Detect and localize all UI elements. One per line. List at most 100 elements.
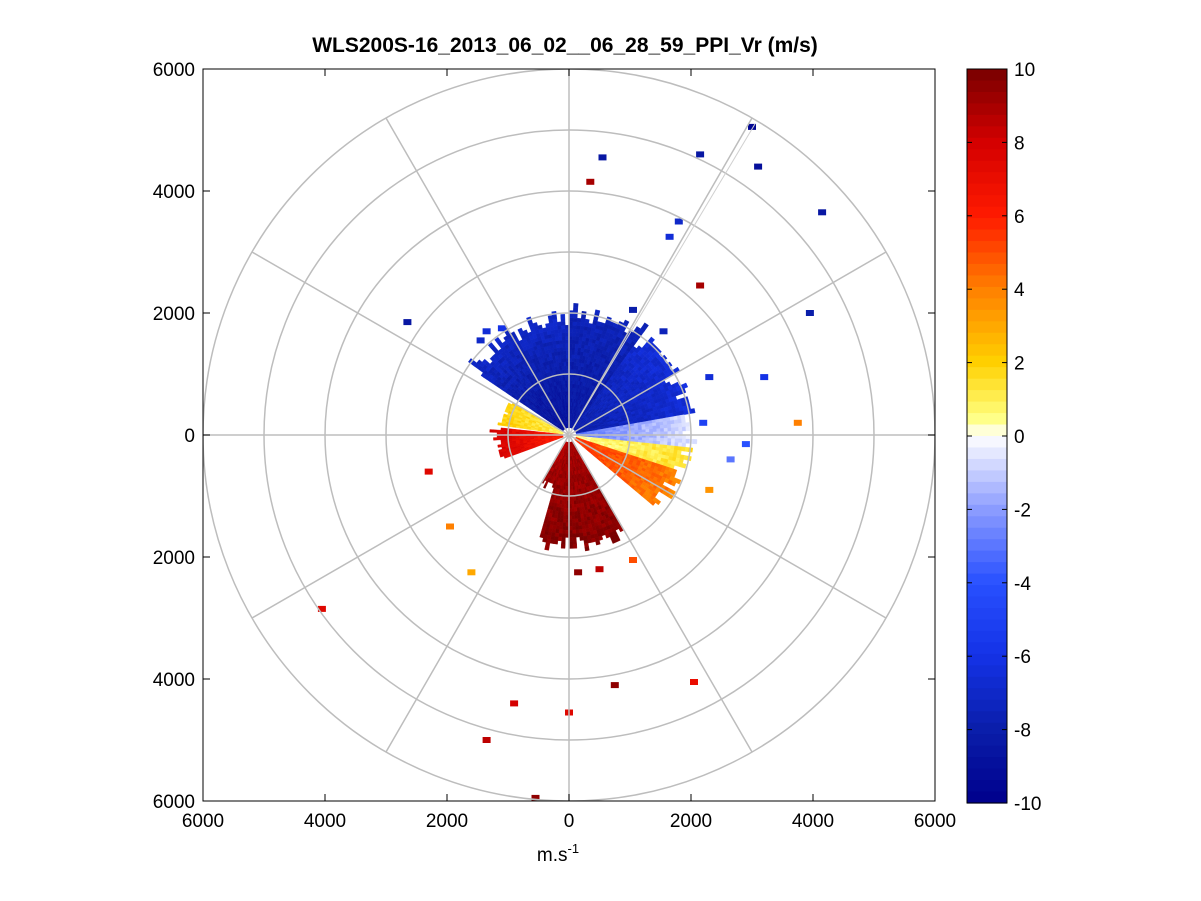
colorbar-band xyxy=(967,504,1007,517)
data-cell xyxy=(572,321,578,326)
colorbar-tick-label: -6 xyxy=(1014,647,1031,668)
y-tick-label: 2000 xyxy=(153,304,195,325)
data-cell xyxy=(562,343,567,348)
data-cell xyxy=(572,529,577,535)
data-cell xyxy=(562,350,567,355)
data-cell xyxy=(551,483,556,489)
data-point xyxy=(793,419,802,426)
chart-title: WLS200S-16_2013_06_02__06_28_59_PPI_Vr (… xyxy=(312,34,818,57)
data-cell xyxy=(561,540,566,545)
data-cell xyxy=(564,379,568,385)
data-cell xyxy=(652,437,658,442)
data-cell xyxy=(656,437,661,442)
data-cell xyxy=(667,441,672,446)
data-cell xyxy=(570,482,573,487)
colorbar-tick-label: 2 xyxy=(1014,354,1025,375)
azimuth-marker xyxy=(568,123,756,436)
data-cell xyxy=(575,339,580,345)
data-cell xyxy=(563,511,567,516)
colorbar-band xyxy=(967,69,1007,82)
data-cell xyxy=(571,354,575,359)
colorbar-band xyxy=(967,470,1007,483)
colorbar-band xyxy=(967,149,1007,162)
data-cell xyxy=(494,337,501,343)
colorbar-tick-label: 10 xyxy=(1014,60,1035,81)
data-cell xyxy=(561,536,566,542)
data-cell xyxy=(685,438,690,444)
data-cell xyxy=(496,429,502,433)
data-cell xyxy=(518,436,524,439)
data-cell xyxy=(571,504,575,509)
data-cell xyxy=(556,321,562,327)
colorbar-band xyxy=(967,527,1007,540)
data-cell xyxy=(558,529,563,534)
data-cell xyxy=(575,533,580,538)
data-cell xyxy=(670,441,676,447)
colorbar-band xyxy=(967,332,1007,345)
colorbar-band xyxy=(967,413,1007,426)
colorbar-band xyxy=(967,378,1007,391)
x-axis-label-superscript: -1 xyxy=(568,841,580,856)
data-cell xyxy=(650,500,656,506)
colorbar-band xyxy=(967,390,1007,403)
data-cell xyxy=(638,429,643,433)
colorbar-band xyxy=(967,608,1007,621)
data-point xyxy=(467,569,476,576)
colorbar-band xyxy=(967,550,1007,563)
data-cell xyxy=(677,442,683,448)
data-cell xyxy=(675,478,682,485)
colorbar-band xyxy=(967,711,1007,724)
colorbar-band xyxy=(967,665,1007,678)
data-cell xyxy=(562,522,567,527)
data-cell xyxy=(564,376,568,381)
sector-south-east xyxy=(574,437,682,506)
data-cell xyxy=(559,343,564,348)
x-tick-label: 6000 xyxy=(182,811,224,832)
data-cell xyxy=(572,533,577,538)
colorbar-band xyxy=(967,699,1007,712)
data-cell xyxy=(572,544,578,549)
colorbar-band xyxy=(967,516,1007,529)
y-tick-label: 4000 xyxy=(153,182,195,203)
data-cell xyxy=(634,429,639,433)
data-cell xyxy=(574,514,579,520)
data-cell xyxy=(623,319,630,326)
colorbar-band xyxy=(967,573,1007,586)
data-point xyxy=(629,306,637,313)
colorbar-band xyxy=(967,309,1007,322)
data-point xyxy=(818,209,827,216)
data-cell xyxy=(574,522,579,527)
data-cell xyxy=(561,533,566,538)
data-cell xyxy=(584,546,590,552)
colorbar-band xyxy=(967,80,1007,93)
data-cell xyxy=(537,324,543,330)
colorbar-band xyxy=(967,630,1007,644)
colorbar-tick-label: 8 xyxy=(1014,133,1025,154)
data-cell xyxy=(659,441,665,446)
colorbar-band xyxy=(967,367,1007,380)
x-axis-label: m.s-1 xyxy=(537,841,579,866)
spoke xyxy=(385,434,570,753)
colorbar-band xyxy=(967,539,1007,552)
data-cell xyxy=(522,329,529,335)
data-point xyxy=(699,419,708,426)
colorbar-band xyxy=(967,91,1007,105)
data-cell xyxy=(518,429,524,433)
data-cell xyxy=(558,332,563,337)
data-point xyxy=(659,328,668,335)
data-point xyxy=(705,374,714,381)
data-point xyxy=(598,154,607,161)
colorbar-band xyxy=(967,355,1007,368)
data-cell xyxy=(554,336,560,342)
colorbar-band xyxy=(967,241,1007,254)
data-cell xyxy=(579,536,585,541)
spoke xyxy=(568,117,753,436)
data-cell xyxy=(544,432,549,434)
data-point xyxy=(317,605,326,612)
colorbar-band xyxy=(967,585,1007,598)
colorbar-band xyxy=(967,619,1007,632)
data-cell xyxy=(641,429,647,433)
data-cell xyxy=(543,484,547,489)
data-point xyxy=(531,794,540,801)
data-cell xyxy=(542,537,548,543)
